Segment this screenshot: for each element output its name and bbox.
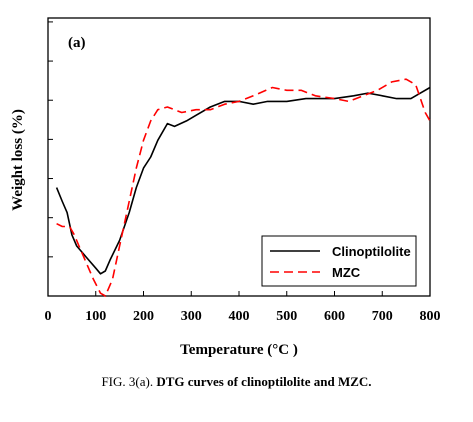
caption-text: DTG curves of clinoptilolite and MZC. [156, 374, 372, 389]
panel-label: (a) [68, 35, 86, 51]
x-tick-label: 500 [276, 309, 297, 324]
x-tick-label: 700 [372, 309, 393, 324]
series-layer [55, 78, 431, 297]
y-axis-ticks [48, 21, 53, 258]
caption-prefix: FIG. 3(a). [101, 374, 154, 389]
legend: Clinoptilolite MZC [261, 235, 417, 287]
x-tick-label: 0 [45, 309, 52, 324]
figure-caption: FIG. 3(a). DTG curves of clinoptilolite … [0, 374, 473, 390]
legend-box [261, 235, 417, 287]
x-axis-title: Temperature (°C ) [180, 342, 298, 358]
x-tick-label: 800 [420, 309, 441, 324]
dtg-chart: 0 100 200 300 400 500 600 700 800 (a) Temperatur… [10, 17, 441, 358]
x-tick-label: 200 [133, 309, 154, 324]
y-axis-title: Weight loss (%) [10, 109, 26, 211]
x-tick-label: 300 [181, 309, 202, 324]
x-tick-label: 400 [229, 309, 250, 324]
x-axis-ticks: 0 100 200 300 400 500 600 700 800 [45, 291, 441, 324]
legend-label: Clinoptilolite [332, 244, 411, 259]
series-line-clinoptilolite [55, 86, 431, 275]
x-tick-label: 100 [85, 309, 106, 324]
legend-label: MZC [332, 265, 361, 280]
x-tick-label: 600 [324, 309, 345, 324]
